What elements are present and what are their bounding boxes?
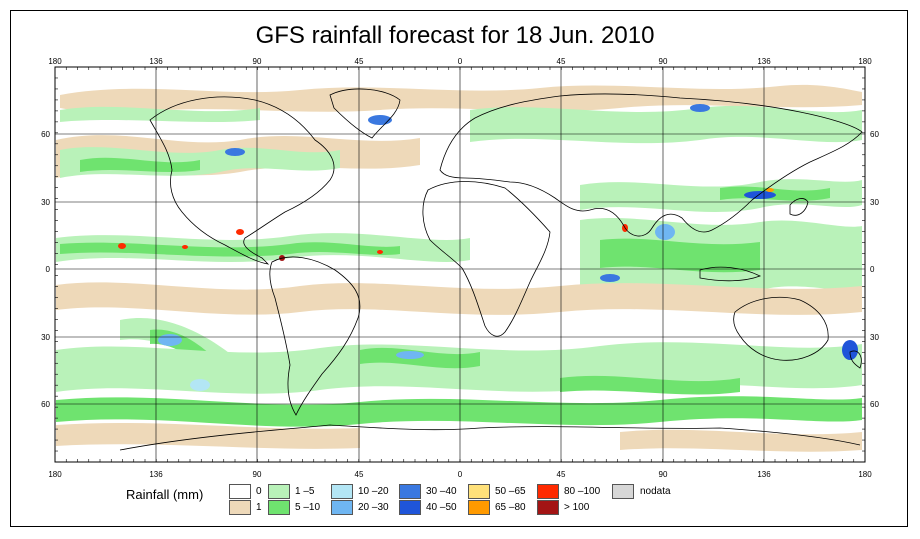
lon-label: 90 bbox=[253, 57, 262, 66]
lon-label: 90 bbox=[659, 470, 668, 479]
lon-labels-bottom: 180 136 90 45 0 45 90 136 180 bbox=[48, 470, 872, 479]
rain-band bbox=[56, 282, 862, 315]
lon-label: 45 bbox=[355, 57, 364, 66]
africa-outline bbox=[422, 181, 551, 337]
rain-cell bbox=[158, 334, 182, 346]
rain-cell bbox=[655, 224, 675, 240]
lat-label: 30 bbox=[870, 198, 879, 207]
antarctica-outline bbox=[119, 424, 861, 451]
lon-label: 90 bbox=[253, 470, 262, 479]
lon-label: 90 bbox=[659, 57, 668, 66]
rain-cell bbox=[182, 245, 188, 249]
lon-label: 180 bbox=[858, 470, 872, 479]
coastlines bbox=[119, 88, 863, 451]
rain-cell bbox=[744, 191, 776, 199]
rain-cell bbox=[600, 274, 620, 282]
lon-label: 136 bbox=[757, 57, 771, 66]
lon-label: 136 bbox=[149, 470, 163, 479]
lat-labels-left: 60 30 0 30 60 bbox=[41, 130, 50, 409]
rain-band bbox=[60, 84, 862, 114]
eurasia-outline bbox=[439, 93, 863, 237]
rain-band bbox=[80, 157, 200, 172]
rain-band bbox=[60, 242, 400, 257]
rain-cell bbox=[236, 229, 244, 235]
lon-label: 45 bbox=[355, 470, 364, 479]
lon-label: 180 bbox=[48, 470, 62, 479]
map-frame bbox=[10, 10, 908, 527]
lat-label: 60 bbox=[41, 400, 50, 409]
rain-cell bbox=[377, 250, 383, 254]
rain-cell bbox=[118, 243, 126, 249]
lon-label: 45 bbox=[557, 470, 566, 479]
lat-label: 60 bbox=[870, 400, 879, 409]
lon-labels-top: 180 136 90 45 0 45 90 136 180 bbox=[48, 57, 872, 66]
rain-band bbox=[60, 106, 260, 122]
border-ticks bbox=[55, 67, 865, 462]
lat-label: 30 bbox=[41, 198, 50, 207]
rain-cell bbox=[225, 148, 245, 156]
lat-label: 0 bbox=[46, 265, 51, 274]
lat-label: 60 bbox=[41, 130, 50, 139]
rain-band bbox=[360, 347, 480, 369]
lon-label: 0 bbox=[458, 470, 463, 479]
graticule bbox=[55, 67, 865, 462]
rain-cell bbox=[766, 188, 774, 192]
lat-labels-right: 60 30 0 30 60 bbox=[870, 130, 879, 409]
lat-label: 30 bbox=[41, 333, 50, 342]
lon-label: 45 bbox=[557, 57, 566, 66]
rain-band bbox=[470, 105, 862, 144]
rain-cell bbox=[396, 351, 424, 359]
lon-label: 180 bbox=[48, 57, 62, 66]
lat-label: 0 bbox=[870, 265, 875, 274]
lon-label: 0 bbox=[458, 57, 463, 66]
rainfall-field bbox=[56, 84, 862, 452]
lat-label: 30 bbox=[870, 333, 879, 342]
lon-label: 136 bbox=[149, 57, 163, 66]
rain-cell bbox=[190, 379, 210, 391]
australia-outline bbox=[733, 296, 829, 361]
lon-label: 136 bbox=[757, 470, 771, 479]
south-america-outline bbox=[269, 256, 361, 416]
rain-cell bbox=[690, 104, 710, 112]
rain-band bbox=[600, 238, 760, 273]
map-title: GFS rainfall forecast for 18 Jun. 2010 bbox=[255, 22, 655, 49]
north-america-outline bbox=[149, 96, 335, 265]
rain-cell bbox=[842, 340, 858, 360]
lat-label: 60 bbox=[870, 130, 879, 139]
lon-label: 180 bbox=[858, 57, 872, 66]
island-outline bbox=[699, 266, 762, 282]
greenland-outline bbox=[329, 88, 401, 139]
island-outline bbox=[849, 350, 862, 369]
rain-band bbox=[560, 375, 740, 395]
